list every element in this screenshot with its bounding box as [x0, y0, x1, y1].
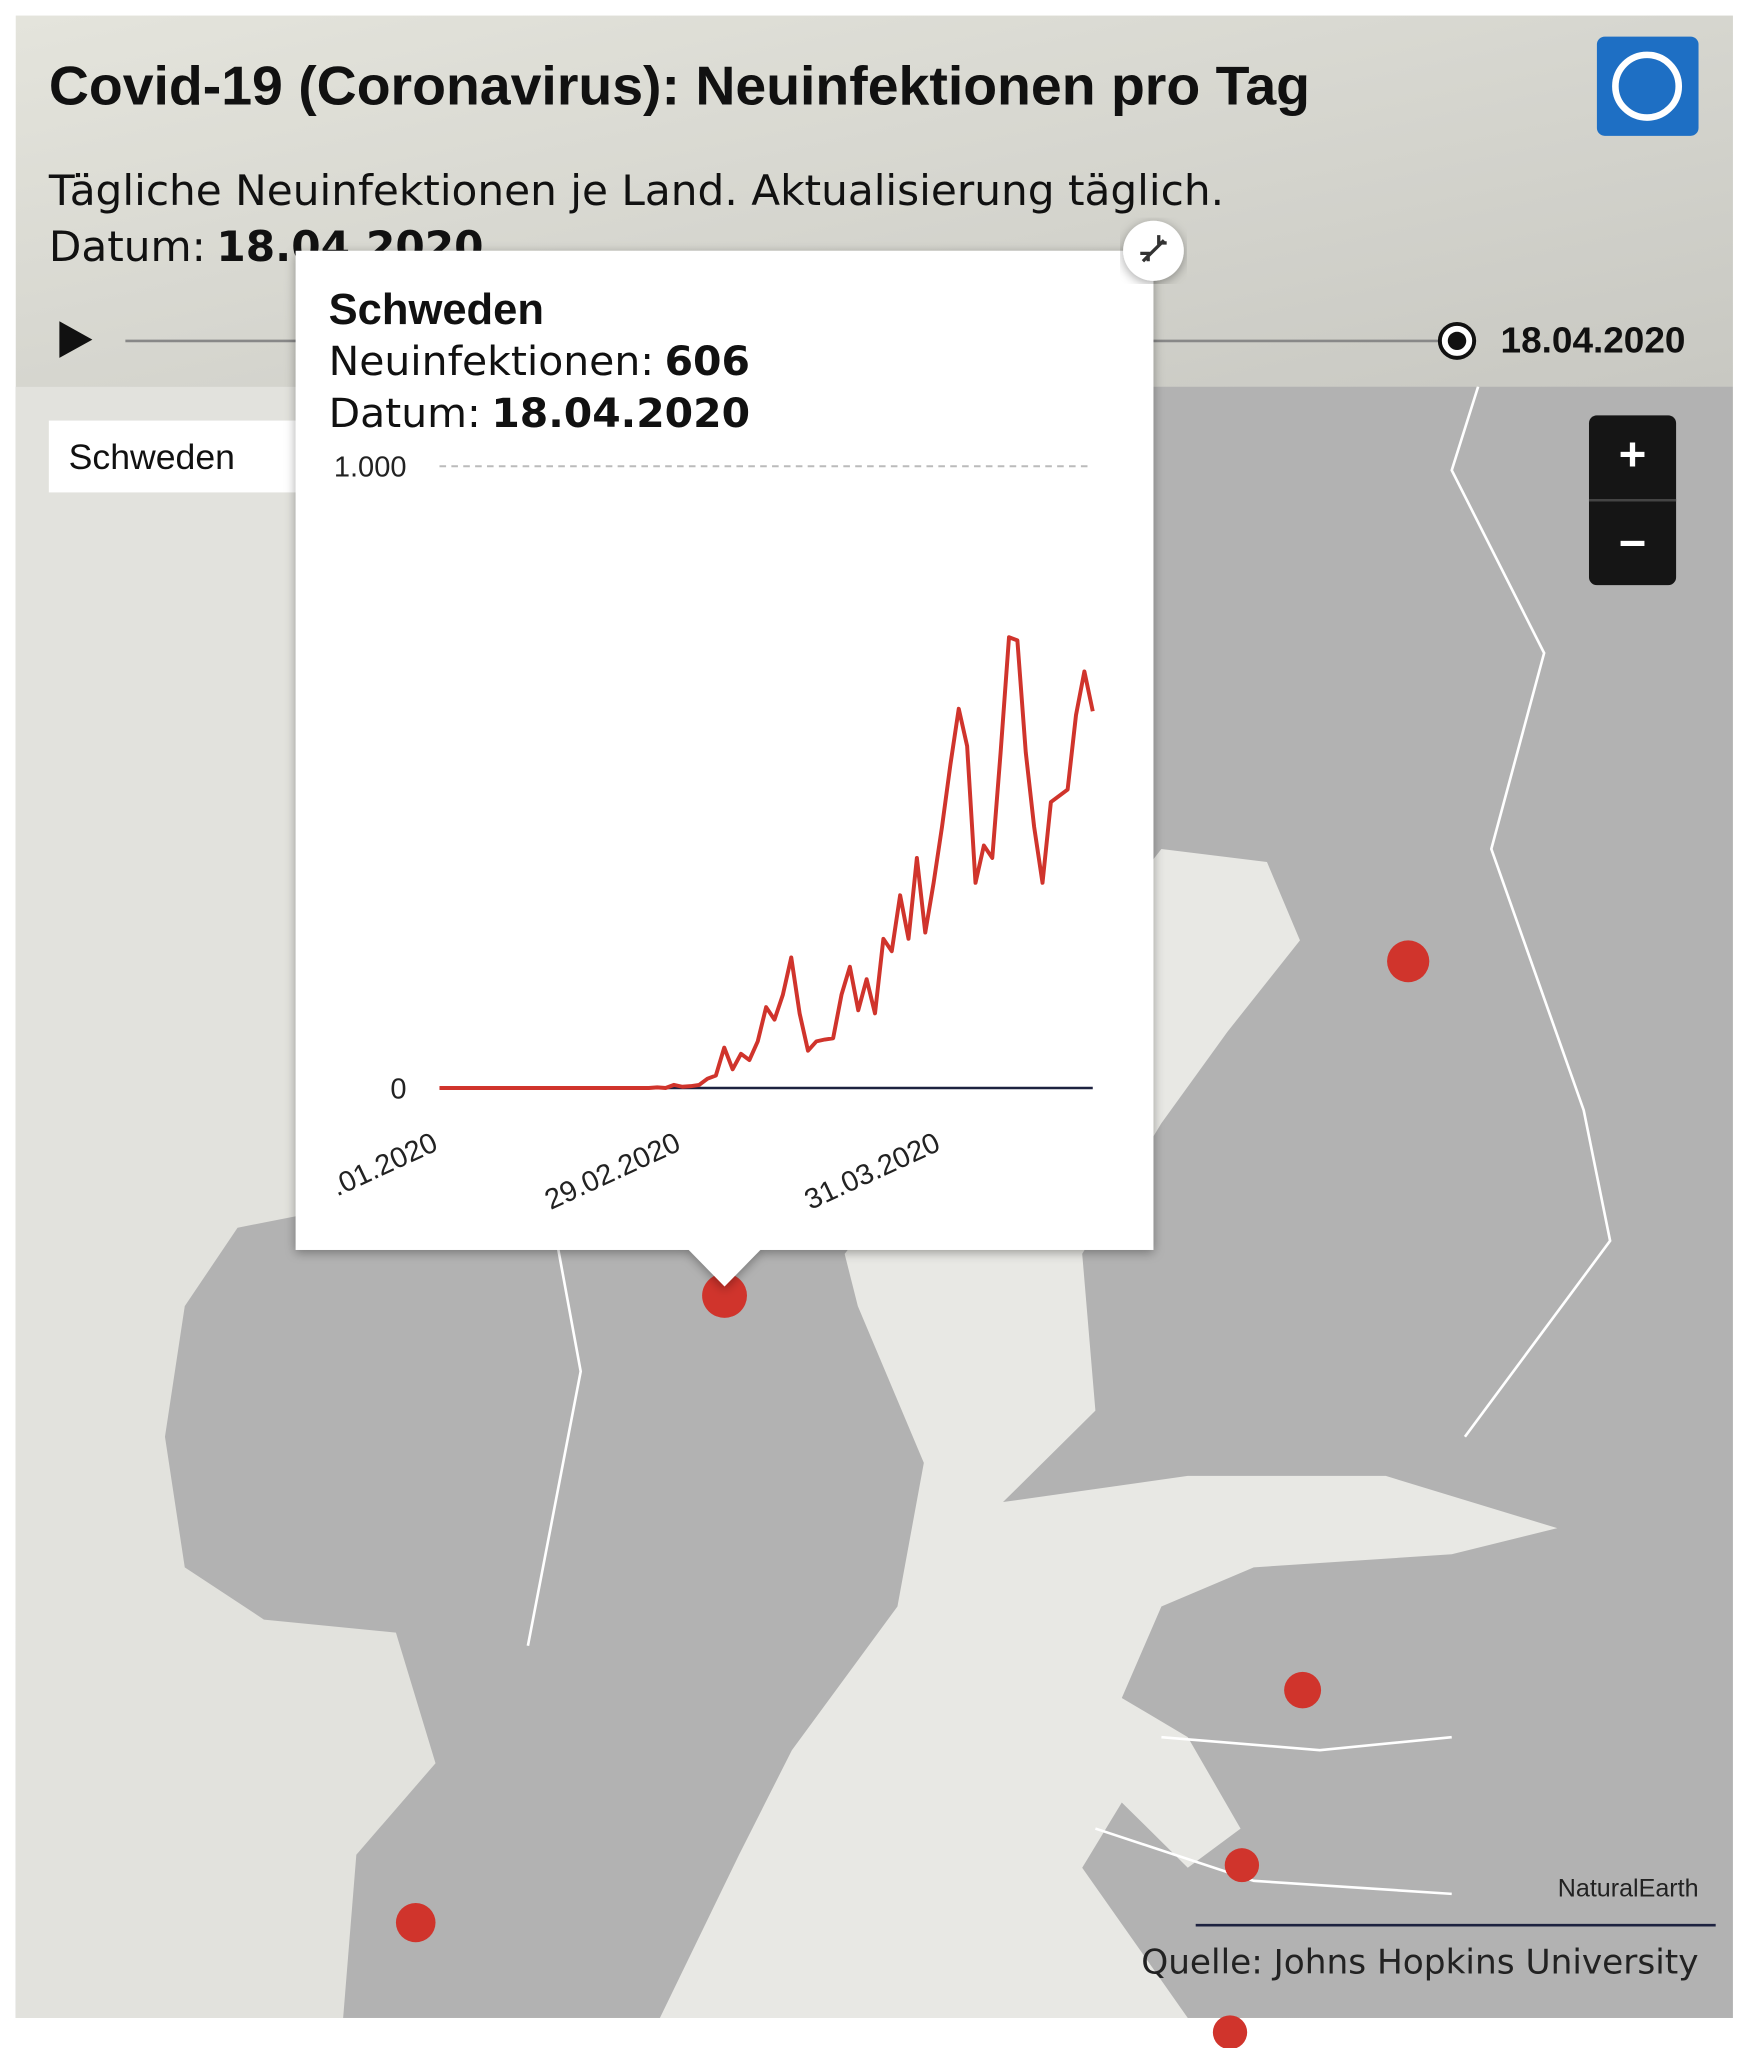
play-button[interactable] [59, 321, 93, 358]
country-dot[interactable] [395, 1903, 436, 1943]
date-label: Datum: [49, 222, 206, 271]
country-dot[interactable] [1212, 2015, 1248, 2048]
tooltip-cases-line: Neuinfektionen: 606 [329, 337, 750, 385]
slider-date: 18.04.2020 [1501, 320, 1686, 361]
source: Quelle: Johns Hopkins University [1141, 1943, 1698, 1983]
tooltip-pointer [686, 1247, 763, 1287]
logo-icon [1612, 51, 1683, 121]
data-line [439, 635, 1095, 1090]
cases: 606 [665, 337, 750, 385]
country-dot[interactable] [1284, 1671, 1322, 1709]
tooltip-date-label: Datum: [329, 389, 481, 437]
collapse-icon [1140, 235, 1167, 263]
sea [15, 386, 436, 2018]
sea [659, 848, 1558, 2018]
zoom-out[interactable]: − [1619, 517, 1647, 570]
title: Covid-19 (Coronavirus): Neuinfektionen p… [49, 55, 1310, 117]
y-tick-label: 1.000 [334, 452, 407, 484]
search-value: Schweden [69, 437, 235, 477]
tooltip-date: 18.04.2020 [491, 389, 750, 437]
map-credit: NaturalEarth [1558, 1875, 1699, 1903]
tooltip-country: Schweden [329, 286, 544, 334]
country-dot[interactable] [702, 1273, 747, 1318]
border [1094, 1735, 1452, 1896]
tooltip-date-line: Datum: 18.04.2020 [329, 389, 750, 437]
search-box[interactable] [48, 420, 313, 493]
tooltip [295, 250, 1154, 1287]
country-dot[interactable] [1387, 940, 1430, 983]
logo[interactable] [1596, 36, 1699, 136]
tooltip-box [295, 250, 1154, 1250]
country-dot[interactable] [1224, 1848, 1260, 1883]
border [526, 1227, 583, 1646]
cases-label: Neuinfektionen: [329, 337, 654, 385]
subtitle: Tägliche Neuinfektionen je Land. Aktuali… [48, 166, 1224, 215]
slider-knob-dot [1447, 331, 1467, 351]
zoom-in[interactable]: + [1619, 428, 1647, 481]
border [1450, 386, 1612, 1438]
y-tick-label: 0 [390, 1074, 406, 1106]
